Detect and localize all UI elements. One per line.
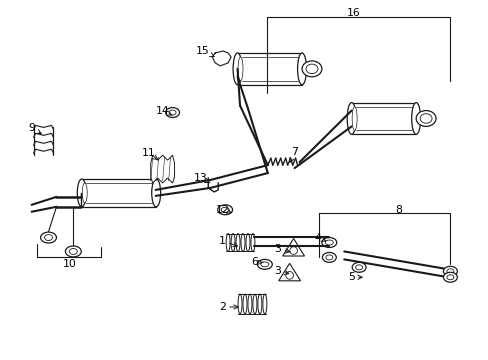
Ellipse shape — [169, 110, 176, 115]
Ellipse shape — [302, 61, 321, 77]
Ellipse shape — [355, 265, 362, 270]
Text: 8: 8 — [395, 205, 402, 215]
Text: 7: 7 — [289, 147, 298, 162]
Ellipse shape — [217, 205, 232, 215]
Ellipse shape — [221, 207, 229, 212]
Ellipse shape — [419, 114, 431, 123]
Ellipse shape — [245, 234, 249, 251]
Polygon shape — [150, 155, 174, 183]
Ellipse shape — [257, 294, 262, 314]
Ellipse shape — [252, 294, 256, 314]
Ellipse shape — [351, 107, 356, 130]
Ellipse shape — [247, 294, 251, 314]
Text: 9: 9 — [28, 123, 41, 134]
Ellipse shape — [243, 294, 246, 314]
Ellipse shape — [257, 260, 272, 269]
Text: 3: 3 — [274, 244, 289, 255]
Ellipse shape — [82, 183, 87, 203]
Ellipse shape — [241, 234, 244, 251]
Ellipse shape — [260, 262, 268, 267]
Text: 1: 1 — [218, 235, 237, 247]
Text: 2: 2 — [218, 302, 238, 312]
Ellipse shape — [238, 294, 242, 314]
Ellipse shape — [305, 64, 317, 74]
Ellipse shape — [165, 108, 179, 117]
Ellipse shape — [231, 234, 235, 251]
Ellipse shape — [415, 111, 435, 126]
Polygon shape — [278, 264, 300, 281]
Ellipse shape — [69, 248, 77, 255]
Circle shape — [289, 247, 297, 255]
Ellipse shape — [44, 235, 52, 240]
Ellipse shape — [325, 255, 332, 260]
Text: 3: 3 — [274, 266, 288, 276]
Text: 12: 12 — [215, 205, 231, 215]
Ellipse shape — [238, 57, 243, 81]
Text: 10: 10 — [62, 259, 76, 269]
Ellipse shape — [65, 246, 81, 257]
Ellipse shape — [346, 103, 355, 134]
Ellipse shape — [446, 275, 453, 280]
Text: 5: 5 — [347, 272, 362, 282]
Bar — [237, 53, 302, 85]
Text: 11: 11 — [142, 148, 158, 160]
Text: 4: 4 — [313, 233, 325, 243]
Ellipse shape — [151, 179, 161, 207]
Ellipse shape — [236, 234, 240, 251]
Ellipse shape — [443, 272, 456, 282]
Ellipse shape — [233, 53, 242, 85]
Ellipse shape — [446, 269, 453, 274]
Text: 14: 14 — [156, 105, 172, 116]
Text: 13: 13 — [193, 173, 209, 183]
Polygon shape — [282, 239, 304, 256]
Ellipse shape — [325, 240, 333, 245]
Ellipse shape — [443, 266, 456, 276]
Ellipse shape — [297, 53, 306, 85]
Bar — [81, 179, 156, 207]
Ellipse shape — [321, 238, 336, 247]
Ellipse shape — [250, 234, 254, 251]
Ellipse shape — [411, 103, 420, 134]
Bar — [351, 103, 415, 134]
Text: 15: 15 — [195, 46, 214, 57]
Text: 16: 16 — [346, 8, 360, 18]
Text: 6: 6 — [251, 257, 262, 267]
Ellipse shape — [263, 294, 266, 314]
Ellipse shape — [322, 252, 336, 262]
Ellipse shape — [225, 234, 230, 251]
Ellipse shape — [77, 179, 86, 207]
Ellipse shape — [351, 262, 366, 272]
Circle shape — [285, 271, 293, 279]
Ellipse shape — [41, 232, 56, 243]
